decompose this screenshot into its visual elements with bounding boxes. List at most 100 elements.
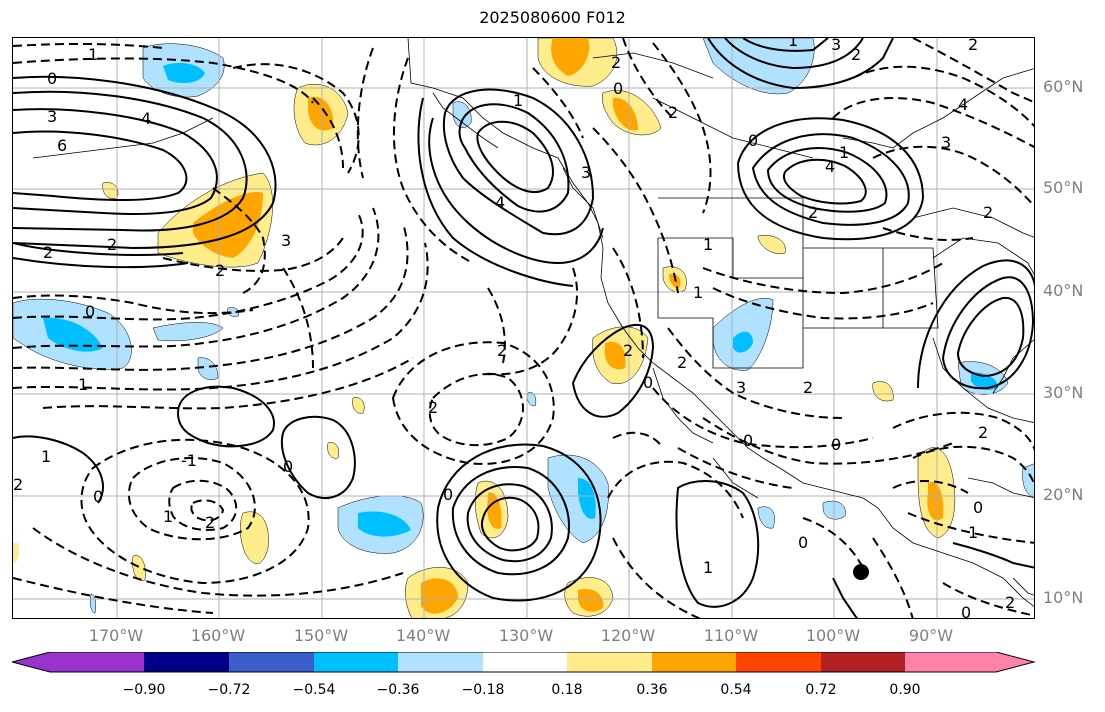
contour-label: 0 xyxy=(85,302,95,321)
colorbar-segment xyxy=(652,652,736,672)
colorbar-segment xyxy=(314,652,398,672)
colorbar-tick-label: 0.54 xyxy=(720,682,752,698)
contour-label: 2 xyxy=(677,353,687,372)
contour-label: 0 xyxy=(743,431,753,450)
contour-label: 1 xyxy=(163,507,173,526)
contour-label: 0 xyxy=(283,457,293,476)
contour-label: 3 xyxy=(831,38,841,54)
contour-label: 2 xyxy=(668,103,678,122)
coastlines xyxy=(32,38,1034,607)
contour-label: 0 xyxy=(643,373,653,392)
lon-label: 170°W xyxy=(88,626,144,645)
contour-label: 2 xyxy=(215,261,225,280)
colorbar-tick-label: −0.90 xyxy=(122,682,166,698)
lat-label: 50°N xyxy=(1043,178,1084,197)
contour-label: 0 xyxy=(831,435,841,454)
anomaly-fills xyxy=(13,38,1034,618)
colorbar xyxy=(12,652,1036,673)
contour-label: 4 xyxy=(495,193,505,212)
colorbar-tick-label: −0.36 xyxy=(376,682,420,698)
lon-label: 140°W xyxy=(395,626,451,645)
lon-label: 110°W xyxy=(703,626,759,645)
lon-label: 160°W xyxy=(190,626,246,645)
dashed-contours xyxy=(13,38,1034,618)
contour-label: -1 xyxy=(181,451,197,470)
solid-contours xyxy=(13,38,1034,618)
contour-label: 4 xyxy=(141,109,151,128)
contour-label: 1 xyxy=(513,91,523,110)
contour-label: 2 xyxy=(13,475,23,494)
contour-label: 1 xyxy=(88,45,98,64)
station-dot-marker xyxy=(853,564,869,580)
contour-label: 0 xyxy=(613,79,623,98)
contour-label: 1 xyxy=(78,375,88,394)
lon-label: 100°W xyxy=(805,626,861,645)
colorbar-segment xyxy=(736,652,821,672)
colorbar-tick-label: 0.18 xyxy=(551,682,583,698)
colorbar-segment xyxy=(821,652,905,672)
contour-label: 4 xyxy=(958,95,968,114)
colorbar-tick-label: 0.90 xyxy=(889,682,921,698)
lat-label: 10°N xyxy=(1043,588,1084,607)
contour-label: 2 xyxy=(851,45,861,64)
contour-label: 3 xyxy=(281,231,291,250)
graticule xyxy=(13,38,1034,618)
lon-label: 130°W xyxy=(498,626,554,645)
contour-label: 2 xyxy=(978,423,988,442)
contour-label: 3 xyxy=(581,163,591,182)
contour-label: 1 xyxy=(968,523,978,542)
lon-label: 150°W xyxy=(293,626,349,645)
lon-label: 90°W xyxy=(908,626,954,645)
map-panel: 1 0 3 4 6 2 2 2 3 0 1 -1 0 1 2 1 2 0 2 2… xyxy=(12,37,1035,619)
colorbar-segment xyxy=(229,652,314,672)
contour-label: 2 xyxy=(1005,593,1015,612)
lat-label: 40°N xyxy=(1043,281,1084,300)
lat-label: 60°N xyxy=(1043,77,1084,96)
contour-label: 2 xyxy=(983,203,993,222)
colorbar-tick-label: 0.36 xyxy=(636,682,668,698)
contour-label: 0 xyxy=(748,131,758,150)
colorbar-segment xyxy=(144,652,229,672)
colorbar-segment xyxy=(905,652,1034,672)
contour-label: 2 xyxy=(497,341,507,360)
contour-label: 2 xyxy=(611,53,621,72)
contour-label: 1 xyxy=(703,235,713,254)
colorbar-tick-label: 0.72 xyxy=(805,682,837,698)
contour-label: 2 xyxy=(623,341,633,360)
contour-label: 0 xyxy=(47,69,57,88)
contour-label: 0 xyxy=(93,487,103,506)
colorbar-segment xyxy=(483,652,567,672)
contour-label: 2 xyxy=(43,243,53,262)
lat-label: 30°N xyxy=(1043,383,1084,402)
map-title: 2025080600 F012 xyxy=(479,8,626,27)
contour-label: 2 xyxy=(205,513,215,532)
contour-label: 2 xyxy=(428,398,438,417)
lat-label: 20°N xyxy=(1043,485,1084,504)
contour-label: 3 xyxy=(47,107,57,126)
colorbar-tick-label: −0.54 xyxy=(292,682,336,698)
contour-label: 2 xyxy=(968,38,978,54)
contour-label: 1 xyxy=(703,558,713,577)
contour-label: 0 xyxy=(961,603,971,619)
contour-label: 3 xyxy=(941,133,951,152)
map-canvas: 1 0 3 4 6 2 2 2 3 0 1 -1 0 1 2 1 2 0 2 2… xyxy=(13,38,1034,619)
contour-label: 1 xyxy=(839,143,849,162)
contour-label: 0 xyxy=(443,485,453,504)
contour-label: 4 xyxy=(825,157,835,176)
contour-label: 2 xyxy=(107,235,117,254)
contour-label: 1 xyxy=(693,283,703,302)
contour-label: 0 xyxy=(973,498,983,517)
colorbar-segment xyxy=(12,652,144,672)
colorbar-segment xyxy=(398,652,483,672)
contour-label: 2 xyxy=(803,378,813,397)
lon-label: 120°W xyxy=(600,626,656,645)
contour-label: 3 xyxy=(736,378,746,397)
colorbar-segment xyxy=(567,652,652,672)
contour-label: 1 xyxy=(41,447,51,466)
colorbar-tick-label: −0.18 xyxy=(461,682,505,698)
contour-label: 6 xyxy=(57,136,67,155)
contour-label: 2 xyxy=(808,203,818,222)
contour-label: 1 xyxy=(788,38,798,50)
contour-labels: 1 0 3 4 6 2 2 2 3 0 1 -1 0 1 2 1 2 0 2 2… xyxy=(13,38,1015,619)
colorbar-tick-label: −0.72 xyxy=(207,682,251,698)
